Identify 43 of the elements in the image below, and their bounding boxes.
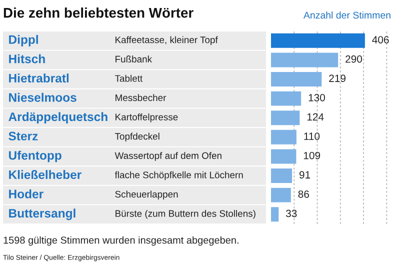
text: Kaffeetasse, kleiner Topf [116, 36, 218, 46]
text: Scheuerlappen [115, 190, 178, 200]
y-tick-label: Kließelheber [9, 170, 82, 180]
text: Kartoffelpresse [116, 113, 178, 122]
data-label: 109 [304, 152, 320, 160]
y-tick-label: Hoder [9, 189, 44, 198]
text: Messbecher [116, 94, 166, 102]
data-label: 124 [307, 113, 324, 121]
x-axis-title: Anzahl der Stimmen [303, 11, 390, 19]
bar [271, 207, 279, 222]
data-label: 110 [304, 132, 320, 140]
bar [271, 188, 291, 202]
bar [271, 130, 296, 144]
bar [271, 168, 292, 183]
data-label: 33 [286, 210, 297, 218]
y-tick-label: Dippl [9, 34, 38, 46]
y-tick-label: Ardäppelquetsch [8, 112, 108, 124]
text: Fußbank [116, 56, 152, 62]
text: Topfdeckel [114, 132, 160, 142]
text: Die zehn beliebtesten Wörter [4, 8, 194, 18]
text: Bürste (zum Buttern des Stollens) [116, 210, 256, 219]
data-label: 406 [372, 36, 389, 44]
y-tick-label: Sterz [8, 132, 38, 140]
bar [271, 110, 300, 126]
text: 1598 gültige Stimmen wurden insgesamt abgegeben. [4, 236, 238, 246]
text: Tablett [114, 74, 143, 82]
bar [271, 33, 365, 48]
data-label: 86 [298, 190, 309, 198]
y-tick-label: Ufentopp [8, 150, 62, 162]
y-tick-label: Hietrabratl [9, 74, 69, 83]
data-label: 91 [299, 171, 310, 179]
data-label: 219 [329, 74, 346, 82]
y-tick-label: Nieselmoos [9, 92, 76, 102]
y-tick-label: Hitsch [9, 54, 45, 64]
text: Wassertopf auf dem Ofen [114, 152, 222, 161]
bar [271, 52, 338, 68]
bar [271, 149, 296, 164]
bar [271, 72, 322, 86]
bar [271, 91, 302, 106]
data-label: 130 [308, 94, 325, 102]
text: flache Schöpfkelle mit Löchern [114, 171, 243, 180]
y-tick-label: Buttersangl [9, 208, 76, 220]
data-label: 290 [346, 55, 362, 63]
